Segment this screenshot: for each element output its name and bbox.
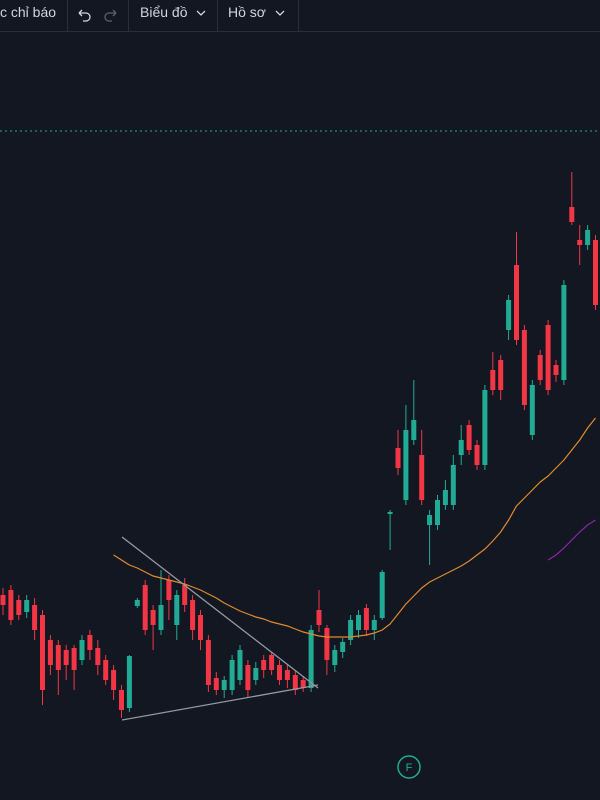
candle-body bbox=[119, 690, 124, 710]
candle-body bbox=[261, 660, 267, 670]
candle-body bbox=[419, 455, 425, 500]
candle-body bbox=[174, 595, 180, 625]
candle-body bbox=[356, 615, 361, 630]
candle-body bbox=[292, 675, 298, 690]
candle-body bbox=[47, 640, 53, 665]
candle-body bbox=[134, 600, 140, 606]
candle-body bbox=[521, 330, 527, 405]
candle-body bbox=[158, 605, 164, 630]
candle-body bbox=[150, 610, 156, 625]
candle-body bbox=[87, 635, 93, 650]
chart-menu[interactable]: Biểu đồ bbox=[140, 4, 188, 20]
candle-body bbox=[229, 660, 235, 690]
candle-body bbox=[324, 628, 330, 660]
candle-body bbox=[308, 630, 314, 688]
separator bbox=[217, 0, 218, 31]
candle-body bbox=[16, 600, 22, 615]
candle-body bbox=[403, 430, 409, 500]
candle-body bbox=[498, 360, 504, 390]
candle-body bbox=[300, 680, 306, 688]
candle-body bbox=[316, 610, 322, 625]
candle-body bbox=[205, 640, 211, 685]
chevron bbox=[196, 10, 206, 16]
candle-body bbox=[585, 230, 591, 245]
candle-body bbox=[63, 650, 69, 665]
event-marker[interactable] bbox=[397, 755, 421, 779]
candle-body bbox=[387, 512, 393, 514]
candle-body bbox=[379, 572, 385, 618]
separator bbox=[67, 0, 68, 31]
undo-icon[interactable] bbox=[76, 7, 92, 23]
moving-average bbox=[113, 417, 596, 638]
candle-body bbox=[24, 600, 30, 612]
separator bbox=[298, 0, 299, 31]
candle-body bbox=[221, 680, 227, 690]
indicators-button[interactable]: c chỉ báo bbox=[0, 4, 57, 20]
candle-body bbox=[442, 490, 448, 505]
candle-body bbox=[482, 390, 488, 465]
trend-line[interactable] bbox=[121, 684, 319, 721]
candle-body bbox=[277, 665, 282, 680]
candle-body bbox=[55, 645, 61, 670]
trend-line[interactable] bbox=[121, 536, 319, 689]
candle-body bbox=[395, 448, 401, 468]
candle-body bbox=[182, 585, 188, 605]
chevron bbox=[275, 10, 285, 16]
candle-body bbox=[466, 425, 472, 450]
separator bbox=[128, 0, 129, 31]
candle-body bbox=[237, 650, 243, 680]
candle-body bbox=[198, 615, 203, 640]
candle-body bbox=[332, 650, 338, 665]
event-marker-label: F bbox=[406, 762, 413, 774]
candle-body bbox=[340, 642, 346, 652]
candle-body bbox=[561, 285, 567, 380]
moving-average bbox=[547, 519, 596, 561]
redo-icon[interactable] bbox=[103, 7, 119, 23]
candle-body bbox=[348, 620, 354, 640]
candle-body bbox=[529, 385, 535, 435]
candle-body bbox=[253, 668, 259, 680]
candle-body bbox=[79, 640, 85, 660]
candle-body bbox=[269, 655, 275, 670]
candle-body bbox=[474, 445, 480, 465]
candle-body bbox=[450, 465, 456, 505]
candle-body bbox=[427, 515, 433, 525]
candle-body bbox=[126, 656, 132, 708]
candle-body bbox=[490, 370, 496, 390]
toolbar: c chỉ báo Biểu đồ Hồ sơ bbox=[0, 0, 600, 32]
candle-body bbox=[32, 605, 38, 630]
candle-body bbox=[166, 580, 172, 600]
candle-body bbox=[506, 300, 512, 330]
profile-menu[interactable]: Hồ sơ bbox=[228, 4, 266, 20]
candle-body bbox=[71, 648, 77, 670]
candle-body bbox=[545, 325, 551, 390]
candle-body bbox=[95, 648, 101, 665]
candle-body bbox=[569, 207, 575, 222]
candle-body bbox=[213, 678, 219, 690]
candle-body bbox=[435, 500, 440, 525]
candle-body bbox=[553, 365, 559, 375]
candle-body bbox=[190, 600, 196, 630]
candle-body bbox=[8, 590, 14, 620]
candle-body bbox=[111, 670, 117, 690]
candle-body bbox=[577, 240, 583, 245]
candle-body bbox=[245, 665, 251, 690]
candle-body bbox=[0, 595, 6, 605]
candle-body bbox=[537, 355, 543, 380]
candle-body bbox=[514, 265, 519, 340]
candle-body bbox=[363, 608, 369, 630]
candle-body bbox=[284, 670, 290, 680]
candle-body bbox=[371, 620, 377, 630]
candle-body bbox=[411, 420, 417, 440]
candle-body bbox=[40, 615, 45, 690]
candle-body bbox=[142, 585, 148, 630]
candle-body bbox=[103, 660, 109, 680]
candle-body bbox=[593, 240, 598, 305]
candle-body bbox=[458, 440, 464, 455]
